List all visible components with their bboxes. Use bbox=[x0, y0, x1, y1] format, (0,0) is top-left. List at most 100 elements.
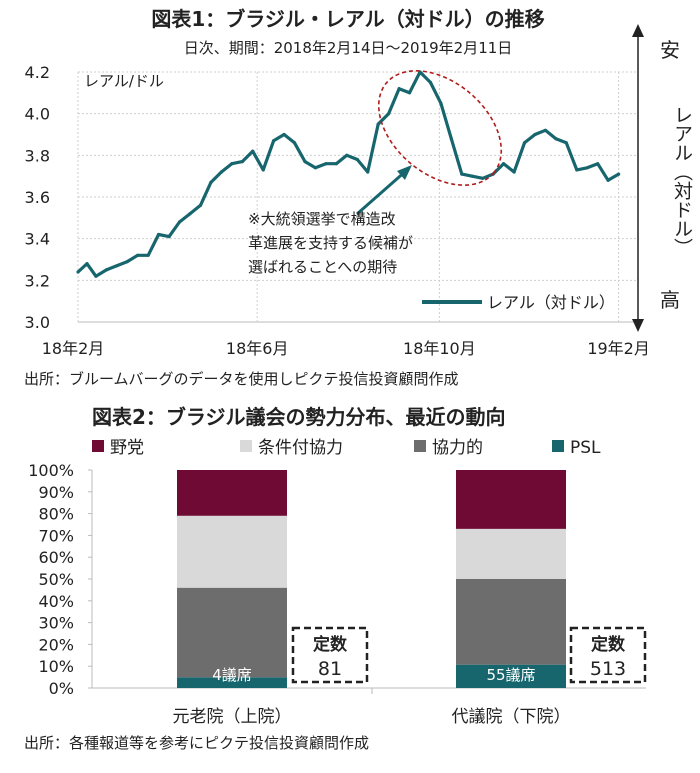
chart2-bar-segment bbox=[177, 515, 287, 588]
chart1-data-point bbox=[481, 176, 485, 180]
right-axis-top-label: 安 bbox=[660, 38, 680, 62]
chart1-data-point bbox=[376, 122, 380, 126]
chart2-seat-box bbox=[291, 626, 369, 684]
chart2-title: 図表2：ブラジル議会の勢力分布、最近の動向 bbox=[92, 405, 506, 429]
chart2-bar-segment bbox=[456, 664, 566, 688]
chart1-data-point bbox=[303, 160, 307, 164]
chart2-y-tick: 0% bbox=[49, 679, 74, 698]
chart1-y-tick: 4.2 bbox=[25, 63, 50, 82]
chart1-legend: レアル（対ドル） bbox=[422, 293, 615, 312]
chart1-data-point bbox=[167, 235, 171, 239]
chart2-seat-box bbox=[569, 626, 647, 684]
chart1-data-point bbox=[428, 80, 432, 84]
chart2-source: 出所：各種報道等を参考にピクテ投信投資顧問作成 bbox=[24, 734, 369, 752]
chart1-x-tick: 18年6月 bbox=[226, 339, 289, 358]
chart1-data-point bbox=[240, 160, 244, 164]
chart1-source: 出所：ブルームバーグのデータを使用しピクテ投信投資顧問作成 bbox=[24, 370, 459, 388]
annotation-line-2: 革進展を支持する候補が bbox=[248, 234, 413, 252]
chart1-data-point bbox=[85, 262, 89, 266]
chart1-data-point bbox=[177, 220, 182, 224]
chart1-data-point bbox=[502, 162, 506, 166]
chart1-data-point bbox=[313, 166, 317, 170]
chart1-data-point bbox=[617, 172, 621, 176]
chart2-seat-boxes: 定数 81 定数 513 bbox=[291, 626, 647, 684]
chart2: 図表2：ブラジル議会の勢力分布、最近の動向 野党 条件付協力 協力的 PSL 0% 10… bbox=[24, 405, 647, 752]
chart1-data-point bbox=[282, 132, 286, 137]
chart1-data-point bbox=[439, 101, 443, 105]
chart1-data-point bbox=[230, 162, 234, 166]
chart2-bar-segment bbox=[177, 470, 287, 516]
chart1-highlight-ellipse bbox=[377, 70, 503, 186]
chart1-data-point bbox=[543, 128, 548, 132]
chart1-data-point bbox=[219, 170, 223, 174]
chart2-seat-box-value: 513 bbox=[590, 658, 626, 680]
chart1-y-tick: 3.8 bbox=[25, 146, 50, 165]
chart2-legend-swatch bbox=[92, 440, 104, 452]
chart1-title: 図表1：ブラジル・レアル（対ドル）の推移 bbox=[151, 7, 544, 31]
chart2-bar-label: 55議席 bbox=[486, 666, 535, 684]
chart1-annotation-arrow-line bbox=[356, 168, 408, 216]
chart2-legend-label: 協力的 bbox=[432, 438, 483, 458]
chart1-data-point bbox=[125, 260, 129, 264]
chart2-bar-segment bbox=[456, 470, 566, 529]
chart2-category-label: 代議院（下院） bbox=[452, 707, 571, 727]
chart1-x-tick: 18年10月 bbox=[403, 339, 476, 358]
right-axis-label: レアル（対ドル） bbox=[671, 105, 693, 257]
chart1-data-point bbox=[512, 170, 516, 174]
chart1-y-tick: 3.4 bbox=[25, 230, 50, 249]
chart2-legend-label: PSL bbox=[570, 438, 601, 458]
chart1-data-point bbox=[324, 162, 328, 166]
chart2-bar-segment bbox=[456, 579, 566, 665]
chart1-x-tick-labels: 18年2月 18年6月 18年10月 19年2月 bbox=[42, 339, 650, 358]
right-axis-arrow-up bbox=[632, 24, 644, 37]
chart1-plot-area bbox=[76, 70, 621, 278]
chart2-y-tick: 50% bbox=[38, 570, 74, 589]
chart1-data-point bbox=[575, 168, 579, 172]
annotation-line-3: 選ばれることへの期待 bbox=[248, 258, 397, 276]
chart1-y-tick: 3.0 bbox=[25, 313, 50, 332]
chart1-y-tick: 3.6 bbox=[25, 188, 50, 207]
chart1-data-point bbox=[136, 253, 140, 257]
chart1-data-point bbox=[606, 178, 610, 182]
chart1-data-point bbox=[188, 212, 192, 216]
chart1-data-point bbox=[157, 232, 161, 237]
annotation-line-1: ※大統領選挙で構造改 bbox=[248, 210, 396, 228]
chart2-bar-segment bbox=[456, 528, 566, 579]
chart1-data-point bbox=[104, 268, 108, 272]
right-axis-arrow-down bbox=[632, 319, 644, 332]
chart1-data-point bbox=[334, 162, 338, 166]
chart2-seat-box-value: 81 bbox=[318, 658, 342, 680]
chart1-y-tick: 4.0 bbox=[25, 105, 50, 124]
chart1: 図表1：ブラジル・レアル（対ドル）の推移 日次、期間：2018年2月14日～20… bbox=[24, 7, 693, 388]
chart1-right-axis: 安 レアル（対ドル） 高 bbox=[632, 24, 693, 332]
chart1-data-point bbox=[209, 180, 213, 184]
chart1-data-point bbox=[596, 162, 600, 166]
chart1-data-point bbox=[407, 91, 412, 95]
legend-label-real: レアル（対ドル） bbox=[487, 293, 615, 312]
chart2-legend-swatch bbox=[414, 440, 426, 452]
chart2-legend: 野党 条件付協力 協力的 PSL bbox=[92, 438, 601, 458]
chart2-bar-segment bbox=[177, 677, 287, 688]
chart1-data-point bbox=[387, 112, 391, 116]
chart2-y-tick: 30% bbox=[38, 614, 74, 633]
chart1-data-point bbox=[261, 168, 265, 172]
chart1-data-point bbox=[522, 141, 527, 145]
chart1-data-point bbox=[533, 132, 537, 137]
right-axis-bottom-label: 高 bbox=[660, 288, 680, 312]
chart1-data-point bbox=[76, 270, 80, 274]
chart1-data-point bbox=[355, 157, 359, 162]
chart1-data-point bbox=[470, 174, 474, 178]
chart1-subtitle: 日次、期間：2018年2月14日～2019年2月11日 bbox=[184, 39, 513, 57]
chart2-y-tick: 90% bbox=[38, 483, 74, 502]
chart2-bar-label: 4議席 bbox=[212, 666, 252, 684]
chart2-y-tick: 20% bbox=[38, 635, 74, 654]
chart1-data-point bbox=[564, 141, 568, 145]
chart1-data-point bbox=[94, 274, 98, 278]
chart1-y-tick-labels: 3.0 3.2 3.4 3.6 3.8 4.0 4.2 bbox=[25, 63, 50, 332]
chart1-x-tick: 19年2月 bbox=[587, 339, 650, 358]
chart1-data-point bbox=[251, 149, 255, 153]
chart1-data-point bbox=[272, 139, 276, 143]
chart1-gridlines bbox=[77, 71, 638, 323]
chart2-y-tick: 40% bbox=[38, 592, 74, 611]
